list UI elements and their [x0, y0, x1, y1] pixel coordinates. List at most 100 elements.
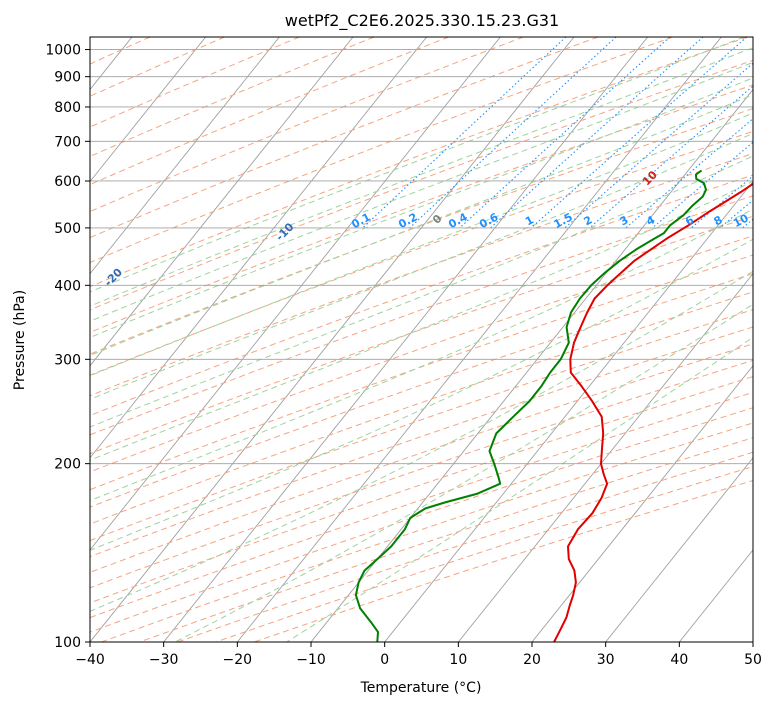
y-axis: 100 200 300 400 500 600 700 800 900 1000: [45, 43, 90, 651]
temperature-profile: [553, 182, 753, 642]
dry-adiabat: [90, 107, 753, 355]
y-tick-label: 500: [54, 221, 81, 237]
dry-adiabat: [90, 37, 673, 264]
mixing-ratio-line: [742, 218, 753, 229]
mixing-ratio-line: [362, 37, 567, 229]
moist-adiabat: [90, 47, 753, 307]
x-tick-label: −10: [296, 652, 326, 668]
moist-adiabat: [90, 37, 745, 293]
dry-adiabat: [90, 375, 753, 604]
dewpoint-profile: [354, 169, 707, 642]
dry-adiabat: [90, 37, 375, 157]
moist-adiabat: [90, 77, 753, 339]
y-axis-title: Pressure (hPa): [12, 290, 28, 390]
x-axis: −40 −30 −20 −10 0 10 20 30 40 50: [75, 642, 762, 668]
x-axis-title: Temperature (°C): [360, 680, 482, 696]
y-tick-label: 800: [54, 100, 81, 116]
x-tick-label: 40: [670, 652, 688, 668]
moist-adiabat: [90, 180, 753, 461]
dry-adiabat: [90, 215, 753, 455]
pressure-grid: [90, 49, 753, 642]
moist-adiabat: [90, 132, 753, 400]
dry-adiabat: [90, 343, 753, 573]
isotherm: [678, 549, 753, 642]
y-tick-label: 300: [54, 352, 81, 368]
y-tick-label: 900: [54, 70, 81, 86]
moist-adiabat: [90, 208, 753, 502]
isotherm: [531, 365, 753, 642]
x-tick-label: 10: [449, 652, 467, 668]
dry-adiabat: [90, 391, 753, 619]
moist-adiabat: [286, 336, 753, 642]
isotherm: [163, 37, 649, 642]
dry-adiabat: [90, 235, 753, 473]
dry-adiabat: [90, 37, 225, 97]
y-tick-label: 600: [54, 174, 81, 190]
mixing-ratio-label: 3: [618, 213, 631, 228]
mixing-ratio-line: [564, 62, 753, 229]
x-tick-label: 50: [744, 652, 762, 668]
moist-adiabat: [90, 155, 753, 428]
x-tick-label: −40: [75, 652, 105, 668]
isotherm: [90, 37, 280, 275]
dry-adiabat: [101, 422, 753, 642]
dry-adiabat: [90, 37, 524, 213]
dry-adiabat: [90, 326, 753, 558]
dry-adiabat: [215, 466, 753, 642]
mixing-ratio-label: 4: [644, 213, 657, 228]
moist-adiabat: [90, 94, 753, 357]
isotherm: [90, 37, 354, 367]
mixing-ratio-label: 13: [758, 211, 775, 230]
dry-adiabat: [90, 153, 753, 397]
dry-adiabat: [90, 195, 753, 436]
dry-adiabat: [90, 37, 599, 239]
isotherm: [457, 272, 753, 642]
y-tick-label: 100: [54, 635, 81, 651]
mixing-ratio-line: [652, 141, 753, 229]
dry-adiabat: [177, 451, 753, 642]
moist-adiabat: [90, 61, 753, 322]
isotherm: [0, 37, 58, 642]
y-tick-label: 1000: [45, 43, 81, 59]
dry-adiabat: [90, 273, 753, 508]
x-tick-label: 20: [523, 652, 541, 668]
y-tick-label: 700: [54, 134, 81, 150]
moist-adiabat-label: 0: [430, 212, 445, 227]
isotherm: [384, 180, 753, 642]
dry-adiabat: [90, 309, 753, 542]
moist-adiabat-label: 10: [640, 168, 660, 188]
dry-adiabat: [90, 37, 449, 186]
mixing-ratio-line: [690, 175, 753, 229]
mixing-ratio-line: [459, 37, 671, 229]
mixing-ratio-line: [770, 37, 775, 228]
y-tick-label: 200: [54, 457, 81, 473]
mixing-ratio-line: [530, 37, 748, 229]
dry-adiabat: [90, 407, 753, 633]
profiles: [354, 169, 753, 642]
dry-adiabat: [90, 37, 300, 128]
plot-frame: [89, 36, 754, 643]
mixing-ratio-line: [490, 37, 704, 229]
dry-adiabat: [90, 254, 753, 491]
dry-adiabat: [254, 479, 753, 642]
dry-adiabat: [90, 291, 753, 525]
isotherm: [752, 641, 753, 642]
y-tick-label: 400: [54, 278, 81, 294]
isotherm: [90, 37, 575, 642]
isotherm: [90, 37, 207, 183]
dry-adiabat: [90, 359, 753, 589]
moist-adiabat: [90, 112, 753, 377]
mixing-ratio-label: 10: [731, 211, 751, 230]
isotherm: [605, 457, 753, 642]
chart-title: wetPf2_C2E6.2025.330.15.23.G31: [285, 11, 559, 31]
x-tick-label: 30: [597, 652, 615, 668]
x-tick-label: −30: [149, 652, 179, 668]
moist-adiabat: [174, 303, 753, 642]
isotherm: [90, 37, 428, 459]
x-tick-label: 0: [380, 652, 389, 668]
dry-adiabat: [90, 174, 753, 417]
isotherm: [90, 37, 501, 551]
isotherm: [236, 37, 722, 642]
dry-adiabat: [90, 37, 748, 288]
